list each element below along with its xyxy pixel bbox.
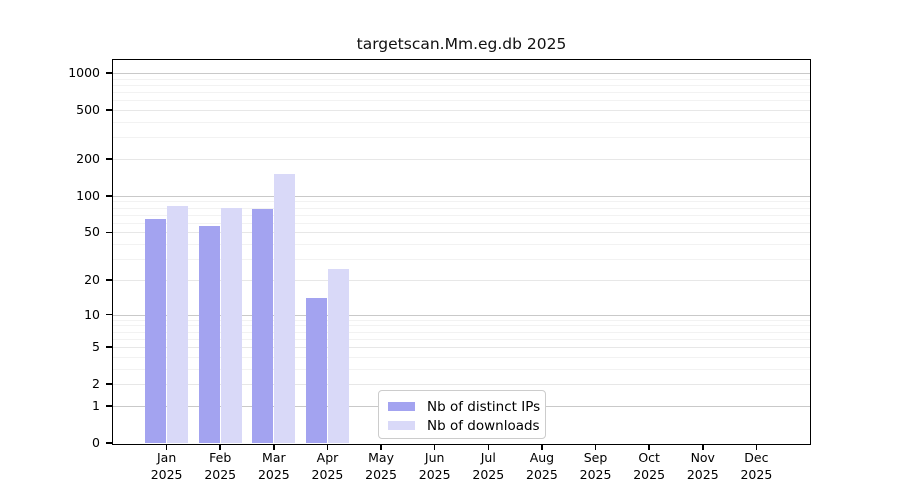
bar-distinct-ips: [198, 225, 220, 443]
legend-swatch-distinct-ips: [388, 402, 415, 411]
legend-label-distinct-ips: Nb of distinct IPs: [427, 398, 541, 415]
bar-distinct-ips: [252, 208, 274, 443]
y-axis-tick: [106, 313, 112, 316]
y-axis-tick: [106, 72, 112, 74]
x-axis-tick: [433, 444, 436, 450]
x-axis-tick: [380, 444, 382, 450]
x-axis-tick-label: Jul 2025: [472, 450, 505, 482]
x-axis-tick-label: Sep 2025: [579, 450, 612, 482]
gridline-minor: [113, 84, 810, 86]
x-axis-tick-label: Jan 2025: [150, 450, 183, 482]
gridline-sub: [113, 158, 810, 160]
y-axis-tick-label: 100: [76, 187, 100, 203]
legend-swatch-downloads: [388, 421, 415, 430]
plot-area: [112, 59, 811, 445]
gridline-minor: [113, 356, 810, 358]
chart-title: targetscan.Mm.eg.db 2025: [356, 35, 567, 53]
x-axis-tick-label: Oct 2025: [633, 450, 666, 482]
bar-downloads: [220, 207, 242, 443]
gridline-minor: [113, 121, 810, 123]
x-axis-tick: [594, 444, 597, 450]
gridline-minor: [113, 214, 810, 216]
y-axis-tick: [106, 279, 112, 281]
y-axis-tick: [106, 383, 112, 385]
y-axis-tick-label: 500: [76, 102, 100, 118]
gridline-sub: [113, 347, 810, 349]
x-axis-tick: [487, 444, 490, 450]
x-axis-tick-label: Mar 2025: [257, 450, 290, 482]
gridline-minor: [113, 325, 810, 327]
gridline-minor: [113, 137, 810, 139]
gridline-minor: [113, 100, 810, 102]
x-axis-tick: [273, 444, 275, 450]
y-axis-tick: [106, 109, 112, 111]
gridline-major: [113, 314, 810, 316]
y-axis-tick-label: 0: [92, 435, 100, 450]
gridline-sub: [113, 110, 810, 112]
legend-item-distinct-ips: Nb of distinct IPs: [388, 397, 540, 416]
x-axis-tick: [755, 444, 758, 450]
gridline-major: [113, 73, 810, 74]
y-axis-tick-label: 5: [92, 339, 100, 355]
y-axis-tick: [106, 346, 112, 348]
legend-item-downloads: Nb of downloads: [388, 416, 540, 435]
y-axis-tick: [106, 158, 112, 160]
gridline-minor: [113, 338, 810, 340]
x-axis-tick-label: Nov 2025: [686, 450, 719, 482]
y-axis-tick-label: 1: [92, 397, 100, 413]
x-axis-tick-label: Dec 2025: [740, 450, 773, 482]
x-axis-tick-label: Apr 2025: [311, 450, 344, 482]
y-axis-tick: [106, 405, 112, 407]
gridline-minor: [113, 222, 810, 224]
x-axis-tick-label: Aug 2025: [526, 450, 558, 482]
bar-downloads: [327, 268, 349, 443]
gridline-sub: [113, 384, 810, 386]
gridline-minor: [113, 244, 810, 246]
gridline-minor: [113, 368, 810, 370]
y-axis-tick: [106, 195, 112, 197]
gridline-minor: [113, 78, 810, 80]
gridline-minor: [113, 259, 810, 261]
x-axis-tick: [219, 444, 222, 450]
gridline-minor: [113, 92, 810, 94]
gridline-minor: [113, 201, 810, 203]
x-axis-tick: [648, 444, 650, 450]
y-axis-tick: [106, 442, 112, 444]
y-axis-tick-label: 200: [76, 150, 100, 166]
bar-distinct-ips: [305, 297, 327, 443]
bar-downloads: [274, 174, 296, 443]
x-axis-tick: [541, 444, 543, 450]
y-axis-tick-label: 1000: [68, 65, 100, 80]
legend: Nb of distinct IPs Nb of downloads: [378, 390, 546, 439]
gridline-major: [113, 195, 810, 197]
x-axis-tick: [326, 444, 329, 450]
gridline-minor: [113, 319, 810, 321]
x-axis-tick-label: Jun 2025: [418, 450, 451, 482]
gridline-sub: [113, 279, 810, 281]
gridline-minor: [113, 207, 810, 209]
legend-label-downloads: Nb of downloads: [427, 417, 540, 434]
x-axis-tick: [165, 444, 168, 450]
gridline-sub: [113, 232, 810, 234]
y-axis-tick: [106, 231, 112, 234]
y-axis-tick-label: 2: [92, 376, 100, 392]
y-axis-tick-label: 20: [84, 271, 100, 287]
bar-distinct-ips: [145, 218, 167, 443]
y-axis-tick-label: 10: [84, 306, 100, 322]
y-axis-tick-label: 50: [84, 224, 100, 240]
bar-downloads: [167, 206, 189, 443]
x-axis-tick: [701, 444, 704, 450]
x-axis-tick-label: Feb 2025: [204, 450, 237, 482]
x-axis-tick-label: May 2025: [365, 450, 397, 482]
gridline-minor: [113, 331, 810, 333]
